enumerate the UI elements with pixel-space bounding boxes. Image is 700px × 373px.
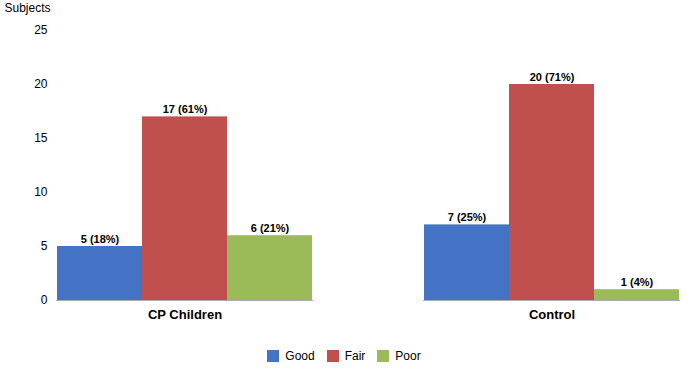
html-text:Fair: Fair [344,348,366,363]
svg-text:5 (18%): 5 (18%) [81,233,120,245]
svg-text:20: 20 [34,77,48,91]
svg-text:25: 25 [34,23,48,37]
svg-text:17 (61%): 17 (61%) [163,103,208,115]
svg-text:7 (25%): 7 (25%) [448,211,487,223]
svg-text:20 (71%): 20 (71%) [530,71,575,83]
html-text:Good: Good [285,348,315,363]
svg-text:0: 0 [41,293,48,307]
svg-text:5: 5 [41,239,48,253]
svg-text:Subjects: Subjects [5,1,51,15]
svg-text:1 (4%): 1 (4%) [621,276,654,288]
svg-text:10: 10 [34,185,48,199]
svg-text:6 (21%): 6 (21%) [251,222,290,234]
svg-text:CP Children: CP Children [148,307,222,322]
svg-text:Control: Control [529,307,575,322]
html-text:Poor: Poor [395,348,421,363]
svg-text:15: 15 [34,131,48,145]
